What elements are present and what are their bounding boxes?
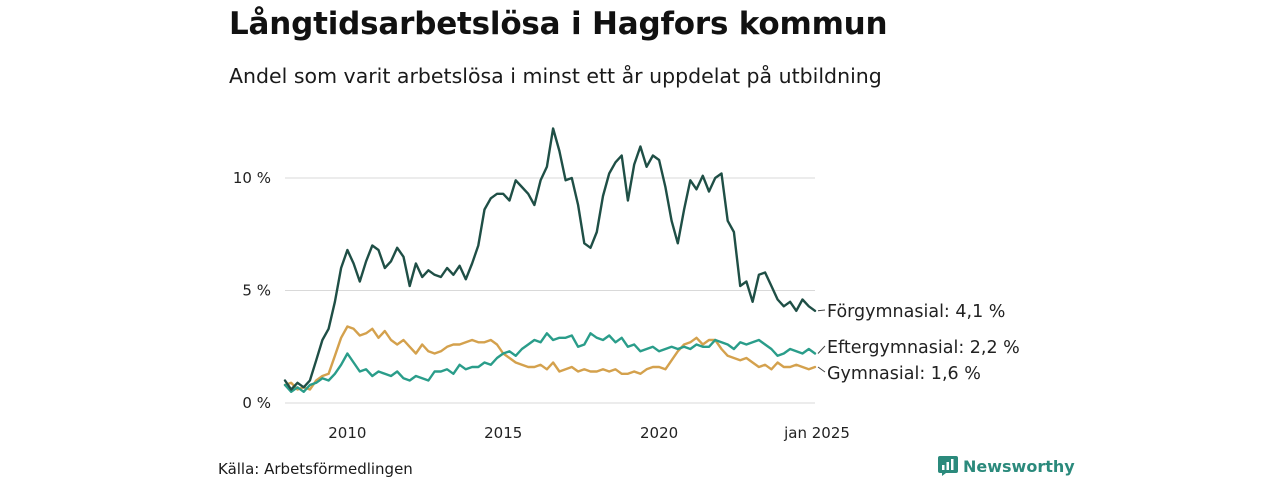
series-line-förgymnasial	[283, 127, 817, 391]
x-tick-label: 2015	[484, 424, 522, 442]
gridlines	[285, 177, 815, 404]
leader-line	[817, 345, 826, 354]
series-end-label: Förgymnasial: 4,1 %	[827, 302, 1005, 322]
end-labels: Förgymnasial: 4,1 % Eftergymnasial: 2,2 %…	[817, 302, 1020, 384]
chart-subtitle: Andel som varit arbetslösa i minst ett å…	[229, 64, 882, 88]
series-line-eftergymnasial	[283, 332, 817, 393]
newsworthy-logo-icon	[938, 456, 958, 476]
x-tick-label: jan 2025	[783, 424, 850, 442]
series-end-label: Eftergymnasial: 2,2 %	[827, 338, 1020, 358]
series-lines	[283, 127, 817, 393]
x-tick-label: 2010	[328, 424, 366, 442]
y-axis-ticks: 0 % 5 % 10 %	[233, 169, 271, 412]
source-note: Källa: Arbetsförmedlingen	[218, 460, 413, 478]
brand-name: Newsworthy	[963, 456, 1075, 476]
series-end-label: Gymnasial: 1,6 %	[827, 364, 981, 384]
y-tick-label: 10 %	[233, 169, 271, 187]
x-axis-ticks: 2010 2015 2020 jan 2025	[328, 424, 850, 442]
leader-line	[817, 366, 826, 373]
y-tick-label: 5 %	[242, 282, 271, 300]
x-tick-label: 2020	[640, 424, 678, 442]
y-tick-label: 0 %	[242, 394, 271, 412]
newsworthy-logo[interactable]: Newsworthy	[938, 456, 1075, 476]
series-line-gymnasial	[283, 325, 817, 391]
leader-line	[817, 309, 826, 312]
chart-title: Långtidsarbetslösa i Hagfors kommun	[229, 6, 888, 42]
